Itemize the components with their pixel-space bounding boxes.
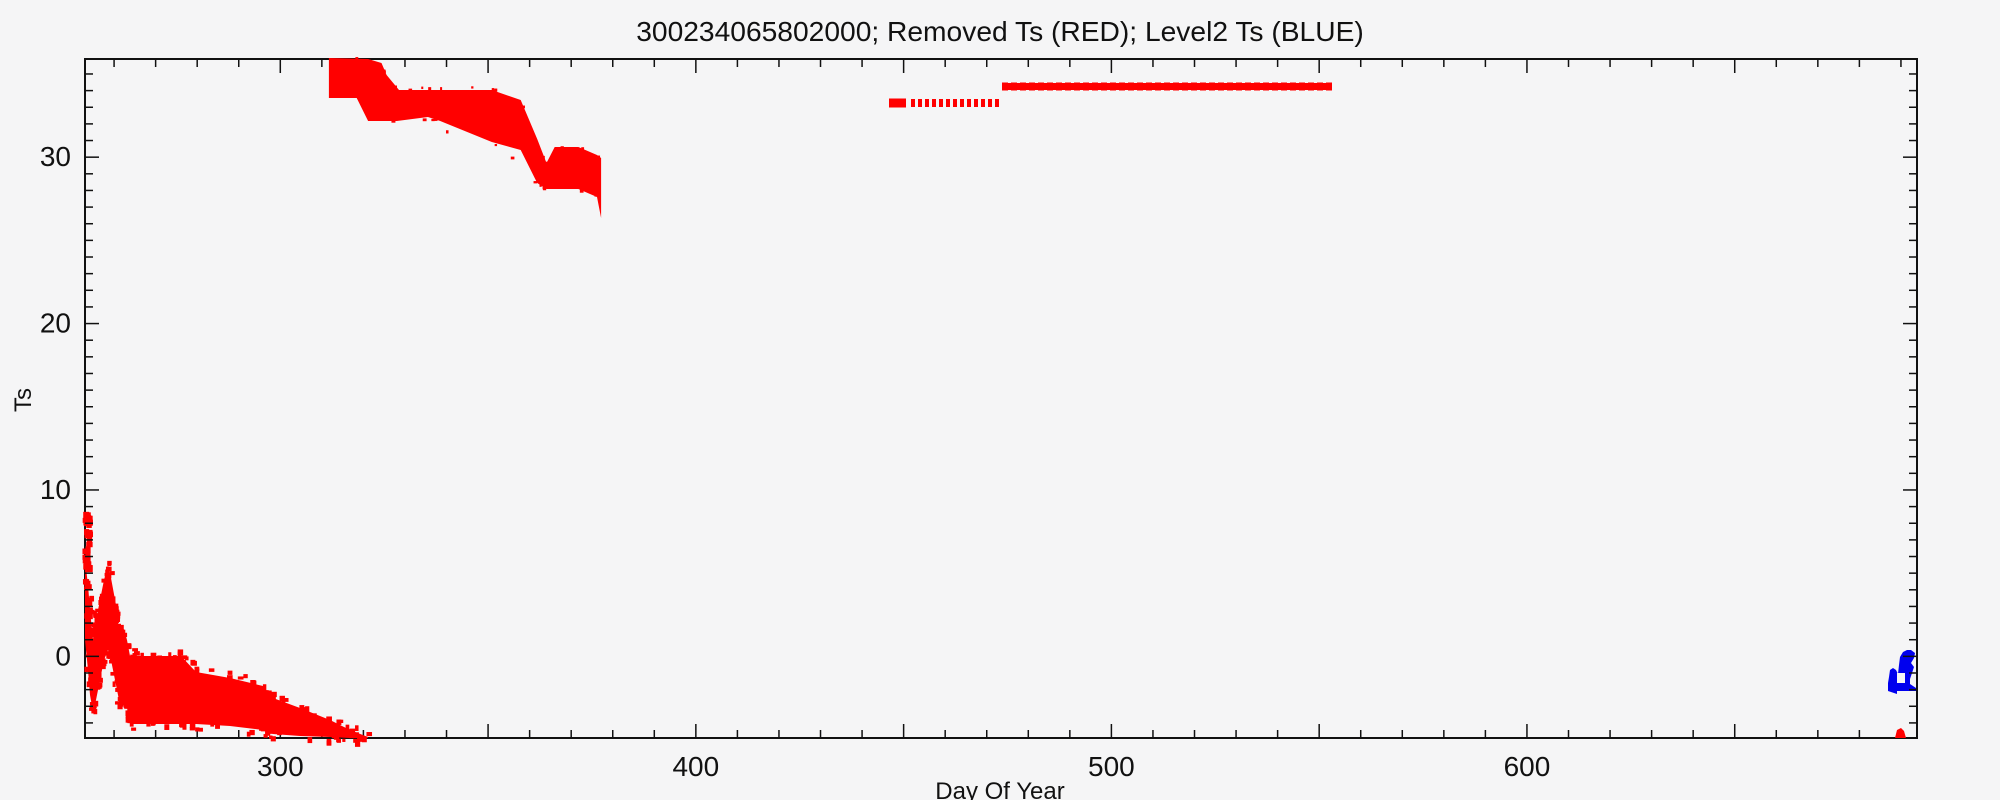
svg-text:0: 0: [55, 640, 71, 671]
svg-text:20: 20: [40, 308, 71, 339]
svg-text:30: 30: [40, 141, 71, 172]
svg-text:10: 10: [40, 474, 71, 505]
